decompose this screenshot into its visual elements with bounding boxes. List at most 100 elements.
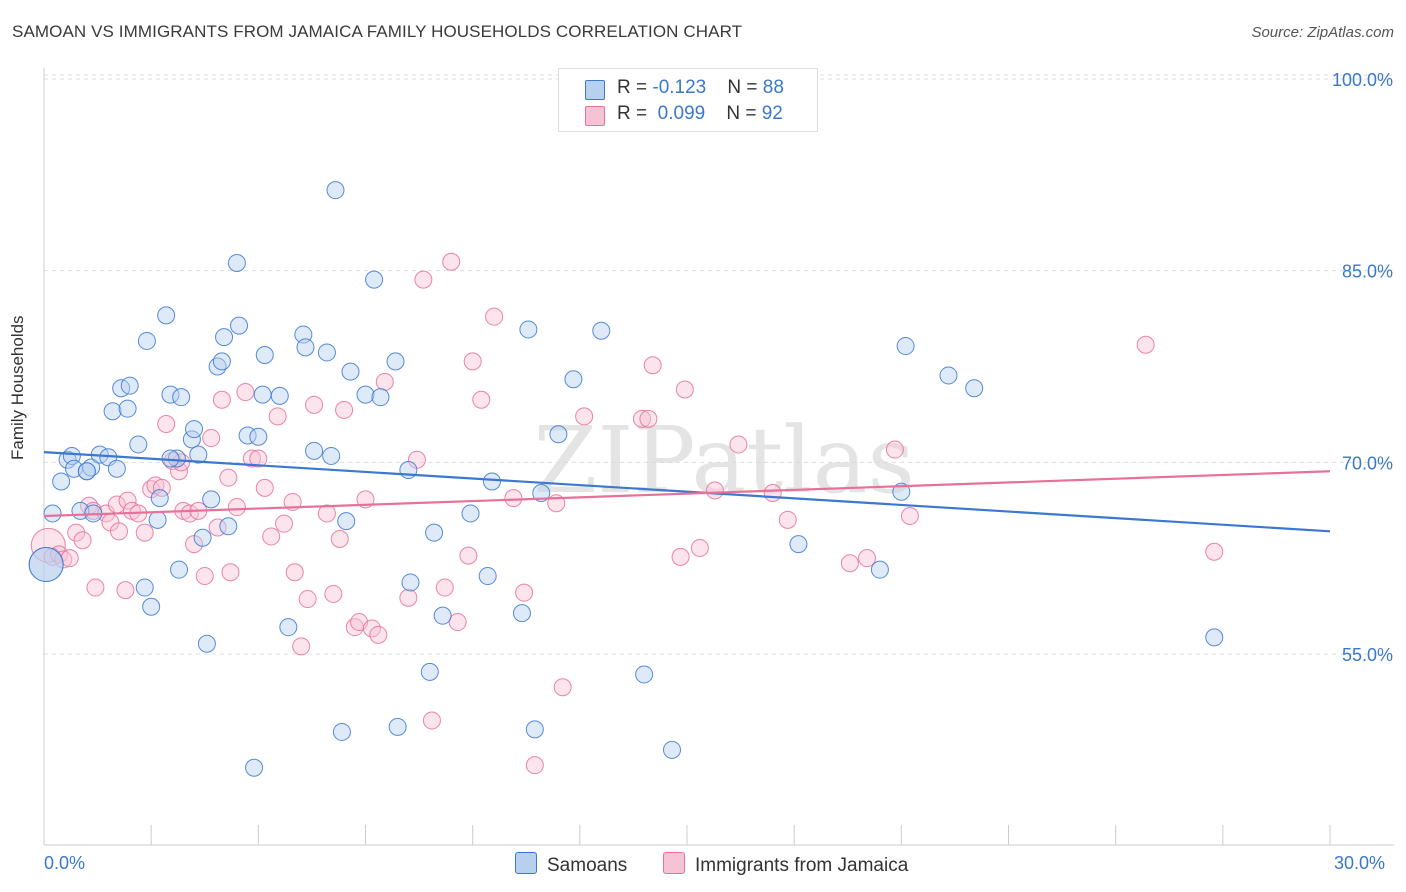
samoan-point	[892, 482, 911, 501]
samoan-point	[519, 320, 538, 339]
jamaica-point	[135, 523, 154, 542]
samoan-point	[326, 181, 345, 200]
jamaica-point	[399, 588, 418, 607]
samoan-point	[161, 385, 180, 404]
jamaica-point	[268, 407, 287, 426]
samoan-point	[157, 306, 176, 325]
samoan-point	[193, 528, 212, 547]
jamaica-point	[242, 449, 261, 468]
legend-r-value: 0.099	[657, 103, 706, 124]
trend-lines	[43, 451, 1331, 533]
y-tick-label: 85.0%	[1342, 262, 1393, 282]
axis-layer: 55.0% 70.0% 85.0% 100.0%	[43, 68, 1394, 846]
jamaica-point	[73, 531, 92, 550]
jamaica-point	[763, 484, 782, 502]
jamaica-point	[227, 498, 246, 517]
samoan-point	[356, 385, 375, 404]
samoan-point	[420, 662, 439, 681]
samoan-point	[120, 376, 139, 395]
samoan-point	[227, 254, 246, 272]
samoan-point	[253, 385, 272, 404]
jamaica-point	[335, 400, 354, 419]
samoan-point	[870, 560, 889, 579]
samoan-point	[365, 270, 384, 289]
samoan-point	[215, 328, 234, 347]
legend-label-samoans: Samoans	[547, 855, 628, 876]
samoan-point	[212, 352, 231, 371]
samoan-point	[118, 399, 137, 418]
samoan-point	[43, 504, 62, 523]
jamaica-point	[212, 390, 231, 409]
samoan-point	[305, 441, 324, 460]
jamaica-point	[116, 581, 135, 600]
jamaica-point	[858, 549, 877, 568]
jamaica-point	[305, 395, 324, 414]
jamaica-point	[525, 756, 544, 775]
jamaica-point	[255, 478, 274, 497]
jamaica-point	[690, 538, 709, 557]
jamaica-point	[643, 356, 662, 375]
jamaica-point	[317, 504, 336, 523]
jamaica-trend-line	[43, 470, 1331, 518]
grid-layer	[44, 74, 1394, 655]
samoan-point	[388, 717, 407, 736]
samoan-point	[197, 634, 216, 653]
samoan-point	[341, 362, 360, 381]
legend-r-label: R =	[617, 77, 653, 98]
correlation-legend: R = -0.123 N = 88 R = 0.099 N = 92	[558, 68, 818, 132]
jamaica-point	[729, 435, 748, 454]
samoan-point	[425, 523, 444, 542]
samoan-point	[371, 388, 390, 407]
samoan-point	[142, 597, 161, 616]
jamaica-point	[575, 407, 594, 426]
jamaica-point	[285, 563, 304, 582]
y-tick-label: 100.0%	[1332, 70, 1393, 90]
jamaica-point	[504, 489, 523, 508]
y-tick-label: 55.0%	[1342, 645, 1393, 665]
legend-text-samoans: R = -0.123 N = 88	[617, 77, 784, 99]
jamaica-point	[275, 514, 294, 533]
chart-title: SAMOAN VS IMMIGRANTS FROM JAMAICA FAMILY…	[12, 22, 743, 41]
samoan-point	[386, 352, 405, 371]
jamaica-point	[885, 440, 904, 459]
jamaica-point	[705, 481, 724, 500]
samoan-point	[401, 573, 420, 592]
legend-r-label: R =	[617, 103, 653, 124]
jamaica-point	[1205, 542, 1224, 561]
samoan-point	[332, 722, 351, 741]
jamaica-point	[515, 583, 534, 602]
samoan-point	[28, 547, 64, 583]
jamaica-point	[639, 409, 658, 428]
samoan-point	[461, 504, 480, 523]
jamaica-point	[840, 554, 859, 573]
samoan-point	[103, 402, 122, 421]
samoan-point	[512, 604, 531, 623]
jamaica-point	[110, 522, 129, 541]
jamaica-point	[157, 415, 176, 433]
jamaica-point	[375, 372, 394, 391]
jamaica-point	[472, 390, 491, 409]
samoan-point	[219, 517, 238, 536]
legend-text-jamaica: R = 0.099 N = 92	[617, 103, 783, 125]
jamaica-point	[900, 507, 919, 525]
jamaica-point	[671, 547, 690, 566]
jamaica-point	[553, 678, 572, 697]
jamaica-point	[249, 449, 268, 468]
jamaica-point	[422, 711, 441, 730]
legend-swatch-blue	[515, 852, 537, 874]
legend-swatch-pink	[585, 106, 605, 126]
legend-n-value: 92	[761, 103, 783, 124]
samoan-point	[185, 420, 204, 439]
jamaica-point	[262, 527, 281, 546]
jamaica-point	[675, 380, 694, 399]
legend-n-label: N =	[726, 103, 762, 124]
series-legend-jamaica: Immigrants from Jamaica	[663, 852, 908, 877]
legend-n-value: 88	[762, 77, 784, 98]
samoan-point	[150, 489, 169, 508]
jamaica-points	[30, 252, 1224, 775]
samoan-point	[789, 535, 808, 554]
legend-swatch-blue	[585, 80, 605, 100]
samoan-point	[202, 490, 221, 509]
samoan-point	[1205, 628, 1224, 647]
